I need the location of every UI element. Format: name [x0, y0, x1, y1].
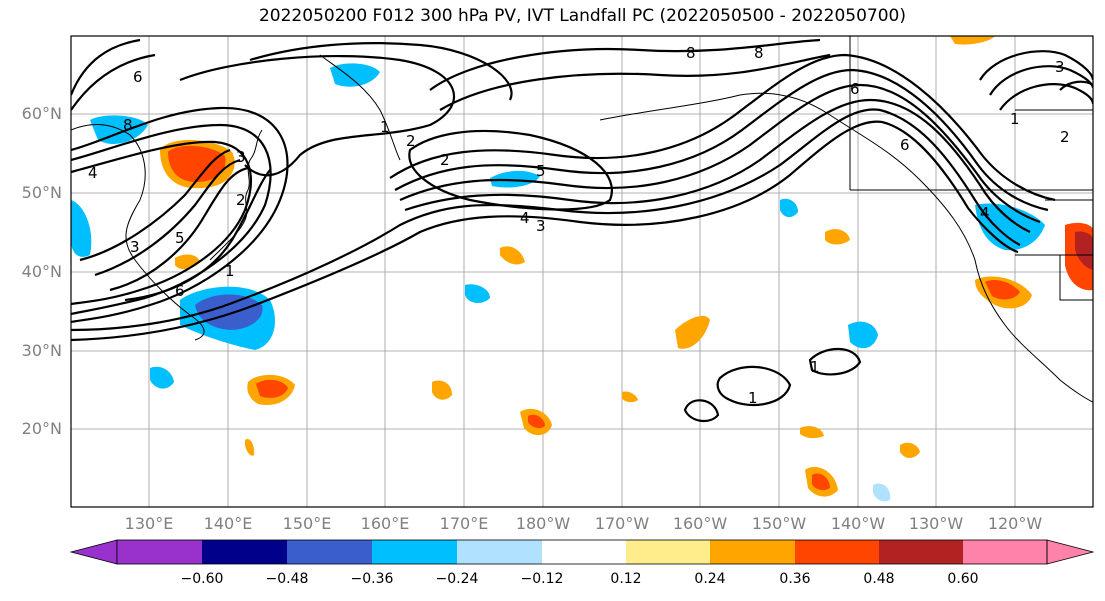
contour-label: 8	[123, 116, 133, 134]
contour-label: 8	[754, 44, 764, 62]
lon-label: 140°E	[203, 514, 253, 533]
colorbar-bin	[372, 540, 457, 564]
lon-label: 180°W	[515, 514, 571, 533]
lon-label: 130°E	[124, 514, 174, 533]
colorbar-bin	[963, 540, 1047, 564]
colorbar-bin	[626, 540, 710, 564]
colorbar-bin	[287, 540, 372, 564]
contour-label: 6	[900, 136, 910, 154]
colorbar-tick-label: 0.48	[863, 571, 895, 587]
colorbar-tick-label: −0.24	[435, 571, 479, 587]
map-background	[71, 36, 1093, 507]
contour-label: 3	[536, 217, 546, 235]
lon-label: 160°E	[360, 514, 410, 533]
contour-label: 1	[380, 118, 390, 136]
contour-labels: 6 8 5 4 3 2 1 6 8 8 2 4 5 6 4 3 1 2 3 6 …	[88, 44, 1070, 407]
colorbar-tick-label: 0.36	[779, 571, 811, 587]
lat-label: 50°N	[21, 183, 62, 202]
contour-label: 1	[1010, 110, 1020, 128]
lon-label: 150°W	[751, 514, 807, 533]
contour-label: 1	[225, 262, 235, 280]
graticule	[71, 36, 1093, 507]
contour-label: 4	[88, 164, 98, 182]
colorbar-bin	[202, 540, 287, 564]
contour-label: 2	[236, 191, 246, 209]
lat-label: 40°N	[21, 262, 62, 281]
lat-label: 20°N	[21, 419, 62, 438]
contour-label: 5	[536, 162, 546, 180]
lat-label: 60°N	[21, 104, 62, 123]
colorbar-tick-label: 0.12	[610, 571, 642, 587]
coastlines	[71, 36, 1093, 403]
colorbar-tick-label: 0.60	[947, 571, 979, 587]
colorbar-bin	[879, 540, 963, 564]
contour-label: 8	[686, 44, 696, 62]
contour-label: 2	[440, 151, 450, 169]
colorbar-tick-label: −0.48	[265, 571, 309, 587]
contour-label: 3	[1055, 58, 1065, 76]
colorbar-tick-label: −0.36	[350, 571, 394, 587]
colorbar-bin	[542, 540, 626, 564]
colorbar-extend-min	[69, 539, 118, 565]
contour-label: 1	[810, 358, 820, 376]
colorbar-bin	[795, 540, 879, 564]
colorbar-bin	[117, 540, 202, 564]
lon-label: 160°W	[672, 514, 728, 533]
contour-label: 2	[1060, 128, 1070, 146]
contour-label: 3	[236, 148, 246, 166]
contour-label: 4	[980, 204, 990, 222]
contour-label: 6	[175, 282, 185, 300]
pv-contours	[71, 38, 1093, 423]
map-title: 2022050200 F012 300 hPa PV, IVT Landfall…	[258, 6, 906, 26]
colorbar-bin	[457, 540, 542, 564]
lat-label: 30°N	[21, 341, 62, 360]
lon-label: 140°W	[830, 514, 886, 533]
contour-label: 4	[520, 209, 530, 227]
lon-label: 170°E	[439, 514, 489, 533]
lon-label: 150°E	[282, 514, 332, 533]
contour-label: 6	[133, 68, 143, 86]
contour-label: 3	[130, 238, 140, 256]
colorbar-extend-max	[1046, 539, 1095, 565]
lon-label: 130°W	[908, 514, 964, 533]
contour-label: 5	[175, 229, 185, 247]
contour-label: 1	[748, 389, 758, 407]
map-frame	[70, 35, 1094, 508]
colorbar-tick-label: −0.12	[520, 571, 564, 587]
colorbar-bin	[710, 540, 795, 564]
colorbar	[69, 539, 1095, 565]
colorbar-frame	[116, 539, 1048, 565]
colorbar-tick-label: 0.24	[694, 571, 726, 587]
lon-label: 120°W	[987, 514, 1043, 533]
contour-label: 2	[406, 132, 416, 150]
colorbar-tick-label: −0.60	[180, 571, 224, 587]
contour-label: 6	[850, 80, 860, 98]
lon-label: 170°W	[594, 514, 650, 533]
